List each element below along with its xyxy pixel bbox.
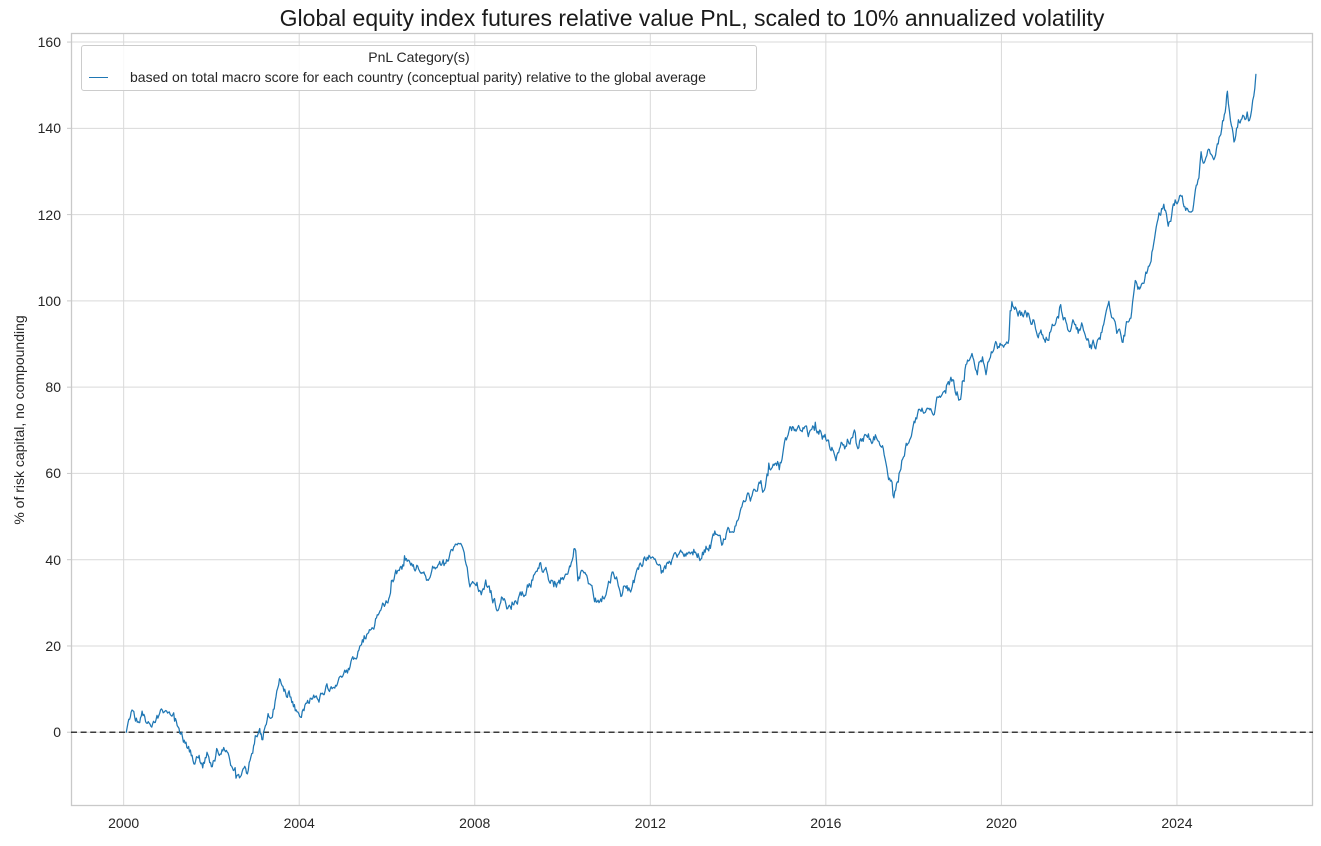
series-line	[125, 73, 1257, 779]
x-tick-label: 2016	[810, 815, 842, 831]
y-tick-label: 160	[37, 34, 61, 51]
legend-entry: based on total macro score for each coun…	[82, 69, 756, 85]
y-tick-label: 60	[45, 465, 61, 482]
y-tick-label: 40	[45, 551, 61, 568]
chart-title: Global equity index futures relative val…	[279, 5, 1105, 31]
x-tick-label: 2000	[108, 815, 140, 831]
y-axis-label: % of risk capital, no compounding	[11, 315, 27, 525]
x-tick-label: 2004	[283, 815, 315, 831]
legend-line-sample-icon	[89, 76, 108, 78]
x-tick-label: 2012	[634, 815, 666, 831]
legend: PnL Category(s) based on total macro sco…	[81, 45, 757, 91]
y-tick-label: 80	[45, 379, 61, 396]
y-tick-label: 120	[37, 206, 61, 223]
plot-frame	[70, 32, 1314, 807]
y-tick-label: 100	[37, 292, 61, 309]
x-tick-label: 2024	[1161, 815, 1193, 831]
x-tick-label: 2008	[459, 815, 491, 831]
y-tick-label: 140	[37, 120, 61, 137]
legend-entry-label: based on total macro score for each coun…	[130, 69, 706, 85]
y-tick-label: 0	[53, 724, 61, 741]
y-tick-label: 20	[45, 637, 61, 654]
x-tick-label: 2020	[985, 815, 1017, 831]
legend-title: PnL Category(s)	[368, 49, 470, 65]
